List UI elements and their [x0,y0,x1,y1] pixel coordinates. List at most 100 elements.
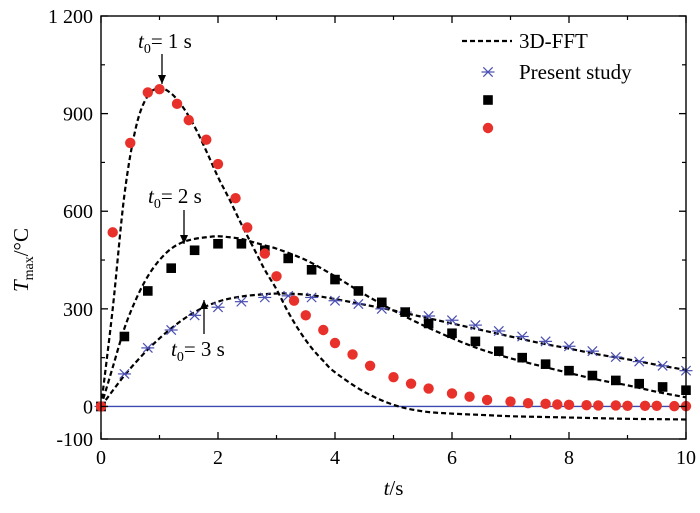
x-tick-label: 10 [676,447,696,469]
square-point [143,286,153,296]
asterisk-point [141,342,155,353]
square-point [447,328,457,339]
asterisk-point [117,368,131,380]
asterisk-point [492,325,506,337]
circle-point [259,248,270,259]
asterisk-stroke [493,325,504,337]
asterisk-stroke [166,324,177,336]
circle-point [639,400,651,412]
circle-point [505,396,516,407]
legend: 3D-FFT Present study [462,29,632,134]
circle-point [347,349,358,360]
asterisk-point [515,331,529,342]
square-point [470,336,481,347]
circle-point [464,391,475,402]
asterisk-point [258,292,272,303]
circle-point [423,383,434,394]
circle-point [154,84,165,95]
annotation-arrowhead [180,235,188,244]
square-point [283,253,293,264]
square-point [400,307,410,317]
circle-point [288,295,300,306]
legend-label: Present study [519,60,632,84]
fft-curve-1 [99,87,687,421]
annotation-label: t0= 1 s [138,29,192,57]
asterisk-stroke [657,360,668,371]
asterisk-stroke [540,336,551,347]
square-point [611,375,621,386]
asterisk-point [656,360,670,371]
circle-point [212,158,224,170]
asterisk-point [609,351,623,363]
x-axis-title: t/s [384,476,404,500]
x-tick-label: 2 [213,447,223,469]
asterisk-stroke [212,302,224,313]
circle-point [610,400,621,411]
asterisk-stroke [634,356,645,367]
asterisk-stroke [482,66,494,78]
asterisk-stroke [329,295,341,306]
asterisk-stroke [353,298,364,310]
circle-point [593,400,604,411]
y-tick-label: 900 [63,104,93,126]
circle-point [329,337,341,349]
legend-label: 3D-FFT [519,29,588,53]
square-point [119,331,130,342]
circle-point [364,360,376,371]
circle-point [171,98,183,110]
asterisk-point [585,346,599,357]
y-tick-label: 300 [63,299,93,321]
square-point [330,274,340,285]
asterisk-point [234,296,248,307]
asterisk-point [164,324,178,336]
circle-point [581,399,592,411]
y-tick-label: 1 200 [48,6,93,28]
legend-entry-2: Present study [481,60,632,84]
square-point [353,286,364,296]
square-point [236,238,247,249]
legend-entry-3 [483,95,493,105]
x-tick-label: 4 [330,447,340,469]
asterisk-point [305,292,319,303]
circle-point [107,227,118,238]
annotation-arrowhead [200,300,208,309]
circle-point [651,400,662,412]
asterisk-stroke [587,346,598,357]
circle-point [622,400,633,412]
circle-point [540,398,551,410]
square-point [587,370,598,381]
circle-point [183,114,194,126]
annotation-t0-1: t0= 1 s [138,29,192,84]
circle-point [522,398,534,409]
asterisk-stroke [142,342,153,353]
legend-entry-1: 3D-FFT [462,29,588,53]
circle-point [405,378,417,389]
asterisk-point [539,336,553,347]
square-point [166,263,176,273]
y-axis-title: Tmax/°C [9,228,37,292]
circle-point [125,137,136,149]
plot-layer [94,84,693,421]
square-point [517,352,527,363]
asterisk-stroke [259,292,270,303]
circle-point [271,271,282,282]
asterisk-point [632,356,646,367]
asterisk-stroke [517,331,528,342]
y-tick-label: 0 [83,396,93,418]
annotation-label: t0= 2 s [148,184,202,212]
x-tick-label: 6 [447,447,457,469]
circle-point [318,324,329,336]
legend-circle-symbol [482,122,494,134]
series-circle [95,84,692,412]
asterisk-stroke [119,368,130,380]
asterisk-point [188,310,202,321]
annotation-label: t0= 3 s [171,337,225,365]
square-point [423,318,434,329]
series-square [96,238,691,412]
x-tick-label: 8 [564,447,574,469]
legend-asterisk-symbol [481,66,495,78]
circle-point [563,399,575,411]
asterisk-stroke [610,351,621,363]
circle-point [230,193,241,204]
